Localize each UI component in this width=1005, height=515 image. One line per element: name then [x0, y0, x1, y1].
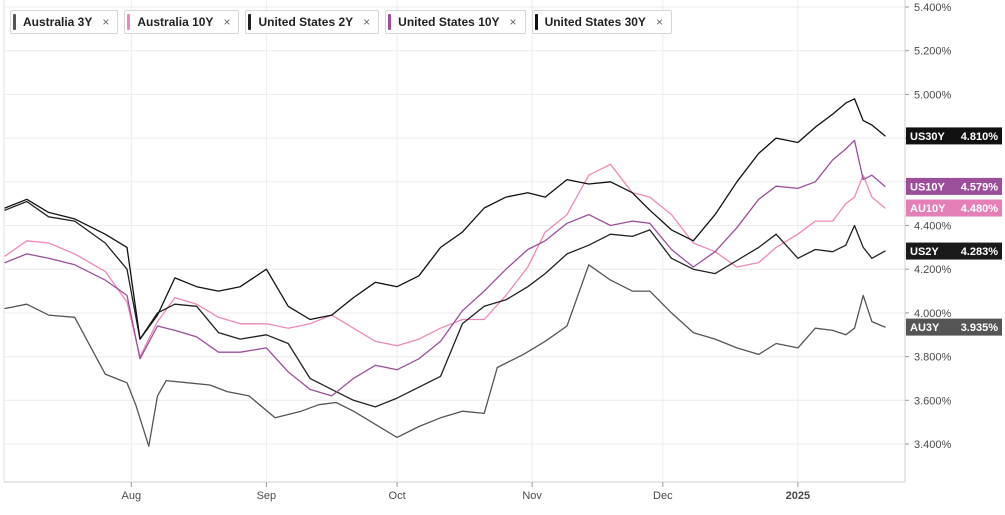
legend-label: Australia 10Y	[137, 15, 214, 29]
series-line-australia-10y	[4, 163, 886, 358]
close-icon[interactable]: ×	[223, 15, 231, 29]
last-value-badge-australia-10y: AU10Y 4.480%	[906, 199, 1002, 217]
legend: Australia 3Y × Australia 10Y × United St…	[10, 10, 672, 36]
last-value-badge-united-states-2y: US2Y 4.283%	[906, 242, 1002, 260]
x-tick-label: Aug	[122, 490, 142, 502]
badge-value-label: 4.810%	[961, 131, 999, 143]
legend-chip-australia-10y[interactable]: Australia 10Y ×	[124, 10, 240, 34]
badge-background	[906, 318, 1002, 336]
badge-series-label: US30Y	[910, 131, 946, 143]
last-value-badge-australia-3y: AU3Y 3.935%	[906, 318, 1002, 336]
badge-value-label: 4.579%	[961, 181, 999, 193]
y-tick-label: 3.800%	[914, 352, 952, 364]
y-tick-label: 5.000%	[914, 89, 952, 101]
legend-label: United States 2Y	[258, 15, 354, 29]
legend-label: United States 30Y	[544, 15, 646, 29]
x-tick-label: Oct	[389, 490, 406, 502]
series-line-australia-3y	[4, 264, 886, 447]
badge-background	[906, 242, 1002, 260]
last-value-badge-united-states-10y: US10Y 4.579%	[906, 177, 1002, 195]
legend-chip-united-states-10y[interactable]: United States 10Y ×	[385, 10, 526, 34]
y-tick-label: 5.400%	[914, 2, 952, 14]
last-value-badge-united-states-30y: US30Y 4.810%	[906, 127, 1002, 145]
legend-chip-united-states-2y[interactable]: United States 2Y ×	[245, 10, 380, 34]
badge-series-label: AU10Y	[910, 203, 946, 215]
x-tick-label: Nov	[522, 490, 542, 502]
y-tick-label: 4.400%	[914, 221, 952, 233]
series-line-united-states-2y	[4, 200, 886, 408]
badge-series-label: AU3Y	[910, 322, 940, 334]
series-line-united-states-30y	[4, 98, 886, 340]
badge-background	[906, 199, 1002, 217]
x-tick-label: Dec	[653, 490, 673, 502]
legend-chip-united-states-30y[interactable]: United States 30Y ×	[531, 10, 672, 34]
y-tick-label: 4.000%	[914, 308, 952, 320]
badge-background	[906, 177, 1002, 195]
y-tick-label: 3.600%	[914, 395, 952, 407]
x-tick-label: Sep	[257, 490, 277, 502]
series-line-united-states-10y	[4, 139, 886, 397]
y-tick-label: 3.400%	[914, 439, 952, 451]
badge-series-label: US2Y	[910, 246, 939, 258]
badge-value-label: 4.480%	[961, 203, 999, 215]
legend-chip-australia-3y[interactable]: Australia 3Y ×	[10, 10, 119, 34]
close-icon[interactable]: ×	[363, 15, 371, 29]
badge-value-label: 4.283%	[961, 246, 999, 258]
legend-label: Australia 3Y	[23, 15, 93, 29]
badge-value-label: 3.935%	[961, 322, 999, 334]
legend-label: United States 10Y	[398, 15, 500, 29]
close-icon[interactable]: ×	[655, 15, 663, 29]
close-icon[interactable]: ×	[509, 15, 517, 29]
y-tick-label: 4.200%	[914, 264, 952, 276]
badge-background	[906, 127, 1002, 145]
badge-series-label: US10Y	[910, 181, 946, 193]
y-tick-label: 5.200%	[914, 46, 952, 58]
x-tick-label: 2025	[786, 490, 810, 502]
close-icon[interactable]: ×	[102, 15, 110, 29]
